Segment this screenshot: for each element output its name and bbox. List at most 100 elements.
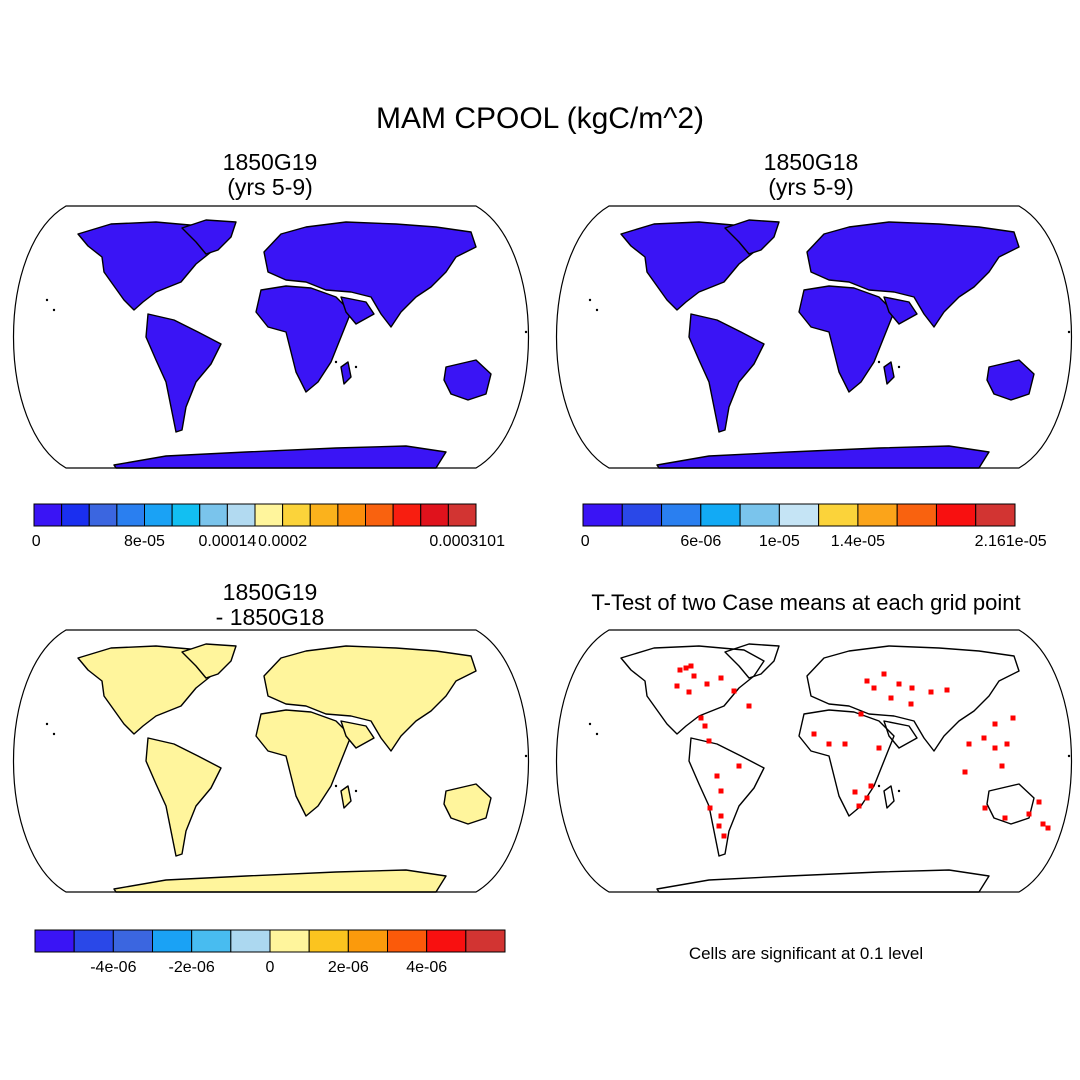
colorbar-label: 1e-05 (759, 533, 800, 550)
colorbar-swatch (61, 503, 90, 527)
island-mark (588, 722, 592, 726)
land-africa (255, 285, 352, 393)
panel-title-case2: 1850G18 (yrs 5-9) (611, 150, 1011, 200)
significant-cell (674, 683, 680, 689)
island-mark (897, 365, 901, 369)
colorbar-swatch (347, 929, 389, 953)
colorbar-swatch (88, 503, 118, 527)
land-madagascar (883, 785, 895, 809)
island-mark (524, 330, 528, 334)
land-greenland (181, 219, 237, 255)
colorbar-label: 0 (266, 959, 275, 976)
colorbar-swatch (426, 929, 467, 953)
land-greenland (181, 643, 237, 679)
colorbar-swatch (152, 929, 193, 953)
island-mark (354, 789, 358, 793)
significant-cell (704, 681, 710, 687)
significant-cell (718, 675, 724, 681)
colorbar-swatch (308, 929, 349, 953)
land-arabia (340, 720, 375, 749)
island-mark (897, 789, 901, 793)
colorbar-swatch (700, 503, 741, 527)
island-mark (354, 365, 358, 369)
significant-cell (718, 788, 724, 794)
colorbar-swatch (778, 503, 820, 527)
significant-cell (736, 763, 742, 769)
colorbar-swatch (857, 503, 898, 527)
land-australia (443, 783, 492, 825)
island-mark (334, 360, 338, 364)
significant-cell (909, 685, 915, 691)
colorbar-swatch (621, 503, 663, 527)
colorbar-swatch (392, 503, 422, 527)
land-south-america (145, 313, 222, 433)
significant-cell (999, 763, 1005, 769)
map-ttest (556, 629, 1072, 893)
colorbar-swatch (269, 929, 310, 953)
significant-cell (856, 803, 862, 809)
significant-cell (858, 711, 864, 717)
significant-cell (966, 741, 972, 747)
land-arabia (883, 720, 918, 749)
colorbar-swatch (739, 503, 780, 527)
island-mark (877, 360, 881, 364)
significant-cell (928, 689, 934, 695)
significant-cell (706, 738, 712, 744)
colorbar-swatch (935, 503, 977, 527)
significant-cell (714, 773, 720, 779)
land-south-america (688, 737, 765, 857)
panel-subtitle-line: (yrs 5-9) (768, 174, 854, 200)
colorbar-swatch (116, 503, 145, 527)
colorbar-swatch (199, 503, 228, 527)
significant-cell (677, 667, 683, 673)
island-mark (52, 308, 56, 312)
island-mark (595, 308, 599, 312)
panel-subtitle-line: - 1850G18 (215, 604, 325, 630)
island-mark (45, 298, 49, 302)
colorbar-swatch (309, 503, 339, 527)
significant-cell (698, 715, 704, 721)
colorbar-swatch (144, 503, 173, 527)
panel-title-ttest: T-Test of two Case means at each grid po… (591, 590, 1021, 615)
colorbar-label: 8e-05 (124, 533, 165, 550)
land-greenland (724, 219, 780, 255)
island-mark (1067, 754, 1071, 758)
significant-cell (683, 665, 689, 671)
colorbar-label: -4e-06 (90, 959, 136, 976)
significant-cell (864, 795, 870, 801)
significant-cell (1004, 741, 1010, 747)
land-arabia (340, 296, 375, 325)
significant-cell (876, 745, 882, 751)
significance-note: Cells are significant at 0.1 level (688, 944, 924, 963)
colorbar-swatch (282, 503, 311, 527)
island-mark (1067, 330, 1071, 334)
map-border (13, 205, 529, 469)
significant-cell (896, 681, 902, 687)
land-north-america (77, 645, 222, 735)
panel-title-line: 1850G19 (222, 149, 318, 175)
significant-cell (811, 731, 817, 737)
colorbar-swatch (365, 503, 394, 527)
land-africa (798, 285, 895, 393)
land-madagascar (340, 785, 352, 809)
significant-cell (731, 688, 737, 694)
colorbar-swatch (975, 503, 1016, 527)
colorbar-label: 2.161e-05 (975, 533, 1047, 550)
colorbar-label: 1.4e-05 (831, 533, 885, 550)
significant-cell (871, 685, 877, 691)
panel-title-difference: 1850G19 - 1850G18 (70, 580, 470, 630)
significant-cell (716, 823, 722, 829)
colorbar-swatch (226, 503, 256, 527)
colorbar-swatch (818, 503, 859, 527)
map-border (556, 629, 1072, 893)
land-australia (986, 359, 1035, 401)
colorbar-swatch (191, 929, 232, 953)
colorbar-swatch (33, 503, 63, 527)
colorbar-label: 0 (581, 533, 590, 550)
land-north-america (77, 221, 222, 311)
land-north-america (620, 221, 765, 311)
significant-cell (888, 695, 894, 701)
colorbar-label: -2e-06 (169, 959, 215, 976)
significant-cell (721, 833, 727, 839)
significant-cell (852, 789, 858, 795)
